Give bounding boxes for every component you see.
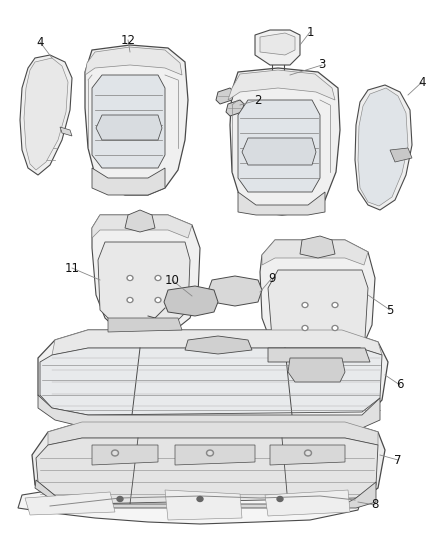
Polygon shape [35, 480, 376, 508]
Polygon shape [216, 88, 234, 104]
Polygon shape [270, 445, 345, 465]
Ellipse shape [302, 326, 308, 330]
Polygon shape [226, 100, 244, 116]
Polygon shape [358, 88, 408, 206]
Polygon shape [260, 240, 375, 362]
Ellipse shape [155, 297, 161, 303]
Ellipse shape [128, 277, 131, 279]
Ellipse shape [113, 451, 117, 455]
Text: 6: 6 [396, 378, 404, 392]
Polygon shape [92, 75, 165, 168]
Polygon shape [96, 115, 162, 140]
Polygon shape [255, 30, 300, 65]
Text: 5: 5 [386, 303, 394, 317]
Polygon shape [38, 395, 380, 428]
Polygon shape [98, 242, 190, 320]
Polygon shape [288, 358, 345, 382]
Ellipse shape [277, 497, 283, 502]
Polygon shape [265, 490, 350, 516]
Polygon shape [24, 58, 68, 170]
Polygon shape [228, 70, 335, 100]
Polygon shape [238, 100, 320, 192]
Ellipse shape [304, 450, 311, 456]
Ellipse shape [155, 276, 161, 280]
Polygon shape [92, 215, 192, 238]
Ellipse shape [304, 327, 307, 329]
Polygon shape [355, 85, 412, 210]
Polygon shape [92, 168, 165, 195]
Polygon shape [164, 286, 218, 316]
Polygon shape [175, 445, 255, 465]
Text: 1: 1 [306, 26, 314, 38]
Ellipse shape [112, 450, 119, 456]
Polygon shape [60, 127, 72, 136]
Text: 8: 8 [371, 498, 379, 512]
Polygon shape [25, 492, 115, 515]
Polygon shape [165, 490, 242, 520]
Ellipse shape [127, 276, 133, 280]
Ellipse shape [206, 450, 213, 456]
Polygon shape [230, 68, 340, 215]
Ellipse shape [333, 327, 336, 329]
Polygon shape [300, 236, 335, 258]
Text: 4: 4 [418, 76, 426, 88]
Text: 10: 10 [165, 273, 180, 287]
Polygon shape [48, 422, 378, 445]
Text: 2: 2 [254, 93, 262, 107]
Ellipse shape [302, 303, 308, 308]
Polygon shape [390, 148, 412, 162]
Ellipse shape [127, 297, 133, 303]
Polygon shape [52, 330, 382, 355]
Polygon shape [185, 336, 252, 354]
Polygon shape [125, 210, 155, 232]
Text: 3: 3 [318, 59, 326, 71]
Text: 12: 12 [120, 34, 135, 46]
Text: 7: 7 [394, 454, 402, 466]
Polygon shape [108, 318, 182, 332]
Ellipse shape [333, 304, 336, 306]
Polygon shape [208, 276, 262, 306]
Polygon shape [38, 330, 388, 428]
Polygon shape [92, 445, 158, 465]
Polygon shape [32, 422, 385, 508]
Ellipse shape [306, 451, 310, 455]
Polygon shape [268, 348, 370, 362]
Polygon shape [242, 138, 316, 165]
Text: 4: 4 [36, 36, 44, 49]
Ellipse shape [128, 299, 131, 301]
Ellipse shape [156, 299, 159, 301]
Polygon shape [260, 33, 295, 55]
Polygon shape [262, 240, 368, 265]
Ellipse shape [208, 451, 212, 455]
Ellipse shape [304, 304, 307, 306]
Polygon shape [40, 348, 382, 415]
Ellipse shape [156, 277, 159, 279]
Ellipse shape [332, 326, 338, 330]
Ellipse shape [117, 497, 123, 502]
Text: 11: 11 [64, 262, 80, 274]
Ellipse shape [332, 303, 338, 308]
Polygon shape [238, 192, 325, 215]
Polygon shape [36, 438, 378, 504]
Polygon shape [268, 270, 368, 348]
Polygon shape [85, 45, 188, 195]
Polygon shape [85, 47, 182, 75]
Polygon shape [20, 55, 72, 175]
Polygon shape [92, 215, 200, 332]
Text: 9: 9 [268, 271, 276, 285]
Ellipse shape [197, 497, 203, 502]
Polygon shape [18, 488, 362, 524]
